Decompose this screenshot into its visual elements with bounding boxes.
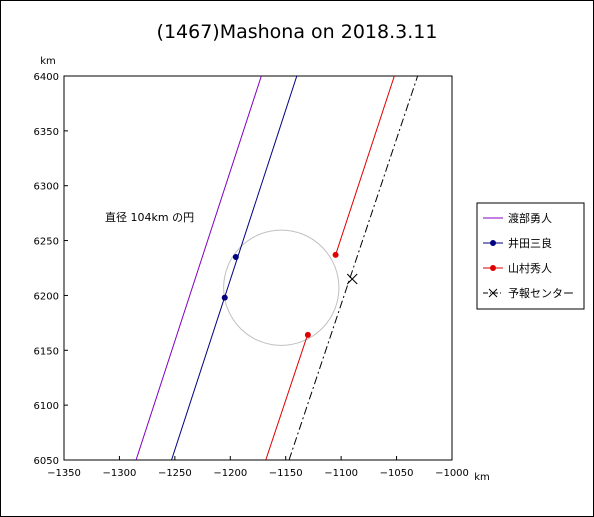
y-tick-label: 6100 xyxy=(34,401,59,412)
legend-marker-1 xyxy=(490,240,496,246)
y-tick-label: 6050 xyxy=(34,456,59,467)
series-line-1 xyxy=(171,76,298,460)
x-tick-label: −1250 xyxy=(158,468,192,479)
y-tick-label: 6400 xyxy=(34,72,59,83)
y-tick-label: 6250 xyxy=(34,237,59,248)
x-tick-label: −1100 xyxy=(324,468,358,479)
legend-label-0: 渡部勇人 xyxy=(508,211,552,225)
series-line-3 xyxy=(288,76,419,460)
plot-area xyxy=(63,75,453,461)
legend-label-1: 井田三良 xyxy=(508,236,552,250)
y-tick-label: 6150 xyxy=(34,346,59,357)
y-axis-unit: km xyxy=(40,56,56,67)
x-tick-label: −1050 xyxy=(380,468,414,479)
x-axis-unit: km xyxy=(474,472,490,483)
series-point-cross-3 xyxy=(346,273,358,285)
x-tick-label: −1300 xyxy=(103,468,137,479)
x-tick-label: −1150 xyxy=(269,468,303,479)
x-tick-label: −1350 xyxy=(47,468,81,479)
circle-104km xyxy=(223,229,340,346)
y-tick-label: 6200 xyxy=(34,291,59,302)
x-ticks: −1350 −1300 −1250 −1200 −1150 −1100 −1050 −1000 xyxy=(47,456,469,479)
x-tick-label: −1200 xyxy=(213,468,247,479)
chart-marks xyxy=(135,76,419,460)
legend-marker-2 xyxy=(490,265,496,271)
y-tick-label: 6300 xyxy=(34,182,59,193)
legend-label-3: 予報センター xyxy=(508,287,574,300)
legend-label-2: 山村秀人 xyxy=(508,261,552,275)
y-ticks: 6050 6100 6150 6200 6250 6300 6350 6400 xyxy=(34,72,68,467)
y-tick-label: 6350 xyxy=(34,127,59,138)
series-point-2 xyxy=(332,251,339,258)
series-line-2 xyxy=(335,76,395,255)
legend-marker-3 xyxy=(488,288,498,298)
circle-annotation: 直径 104km の円 xyxy=(105,210,194,224)
series-line-0 xyxy=(135,76,262,460)
series-line-2 xyxy=(265,333,309,460)
series-point-1 xyxy=(232,254,239,261)
series-point-2 xyxy=(304,331,311,338)
series-point-1 xyxy=(221,294,228,301)
x-tick-label: −1000 xyxy=(435,468,469,479)
chart-title: (1467)Mashona on 2018.3.11 xyxy=(157,21,438,43)
